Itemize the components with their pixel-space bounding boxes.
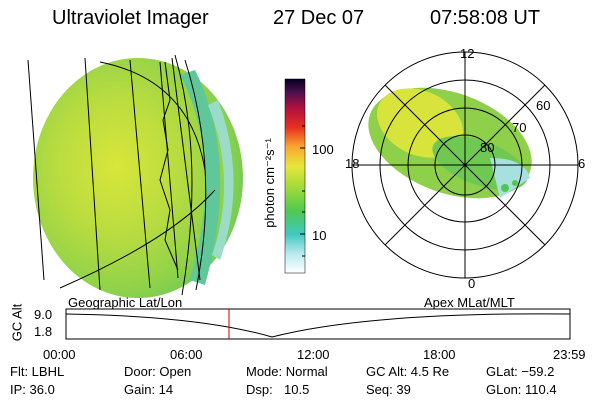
mlat-label-70: 70 [512,120,527,135]
altitude-frame [65,308,571,340]
colorbar-tick-100: 100 [312,142,334,157]
time-tick-1200: 12:00 [297,347,330,362]
mlat-label-60: 60 [536,98,551,113]
seq-label: Seq: 39 [366,382,411,397]
apex-panel-label: Apex MLat/MLT [424,295,515,310]
polar-grid [351,51,579,279]
time-tick-2359: 23:59 [553,347,586,362]
altitude-curve [65,313,571,338]
glon-label: GLon: 110.4 [486,382,557,397]
time-tick-0000: 00:00 [43,347,76,362]
dsp-value: 10.5 [284,382,310,397]
mlt-label-0: 0 [468,276,476,291]
filter-label: Flt: LBHL [10,364,65,379]
terminator-band [208,100,234,260]
time-tick-0600: 06:00 [170,347,203,362]
glat-label: GLat: −59.2 [486,364,555,379]
dsp-label: Dsp: [246,382,273,397]
colorbar-unit-label: photon cm⁻²s⁻¹ [262,138,277,228]
polar-auroral-image [368,87,532,199]
instrument-title: Ultraviolet Imager [52,7,209,29]
colorbar-ticks [300,125,305,257]
colorbar [284,78,306,274]
altitude-plot [65,308,571,340]
colorbar-tick-10: 10 [312,228,327,243]
gain-label: Gain: 14 [124,382,174,397]
geographic-image [27,54,243,298]
gc-alt-label: GC Alt: 4.5 Re [366,364,450,379]
altitude-ytick-low: 1.8 [34,324,53,339]
time-label: 07:58:08 UT [430,7,541,29]
mlt-label-12: 12 [460,46,475,61]
mode-label: Mode: Normal [246,364,328,379]
earth-disk [33,58,243,298]
altitude-ytick-high: 9.0 [34,307,53,322]
coastline [159,61,179,271]
time-tick-1800: 18:00 [423,347,456,362]
colorbar-gradient [284,78,306,274]
mlat-label-80: 80 [480,140,495,155]
ip-label: IP: 36.0 [10,382,55,397]
limb-band [180,70,221,285]
mlt-label-6: 6 [578,156,586,171]
polar-plot [351,51,579,279]
date-label: 27 Dec 07 [273,7,365,29]
mlt-label-18: 18 [345,156,360,171]
geographic-panel-label: Geographic Lat/Lon [68,295,183,310]
lat-lon-grid [27,54,216,296]
door-label: Door: Open [124,364,192,379]
